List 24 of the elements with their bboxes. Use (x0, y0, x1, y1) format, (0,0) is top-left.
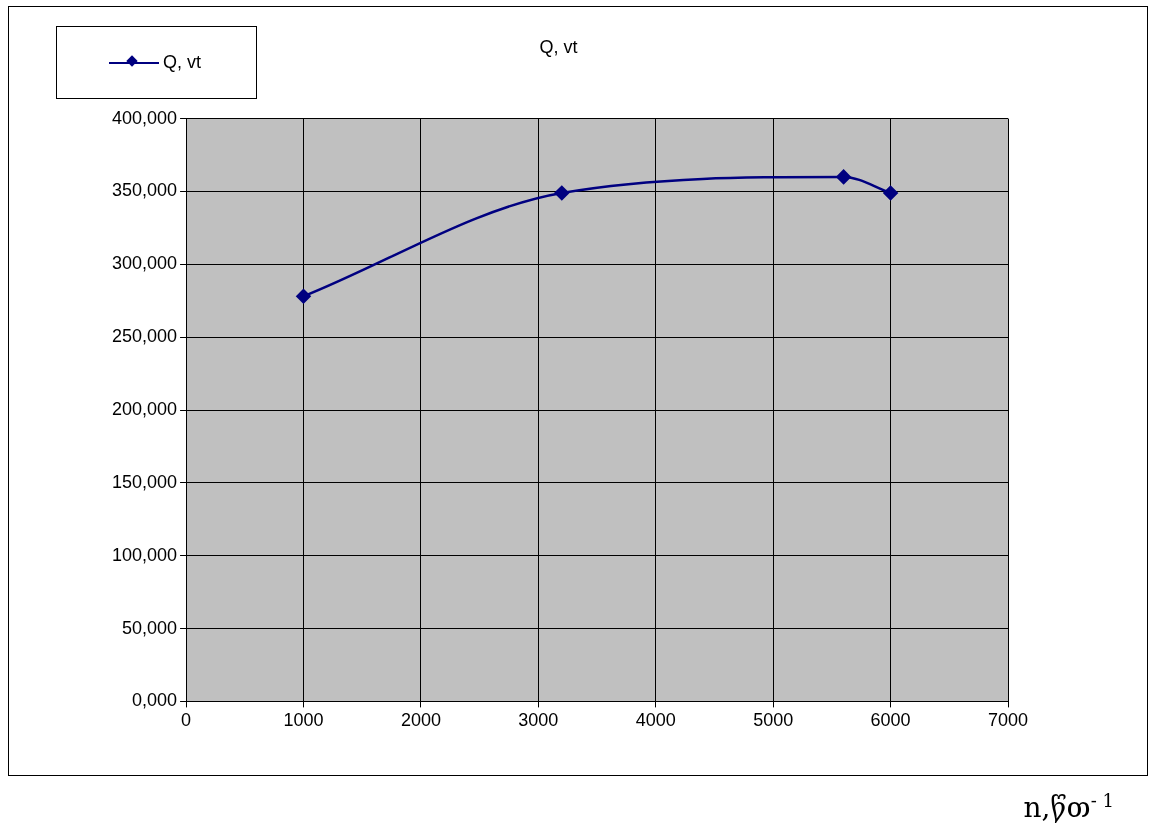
point (554, 185, 570, 201)
x-tick-label: 1000 (283, 710, 324, 731)
y-tick-label: 250,000 (111, 326, 178, 347)
y-tick-label: 200,000 (111, 398, 178, 419)
chart-title: Q, vt (539, 36, 578, 57)
y-tick-label: 350,000 (111, 180, 178, 201)
x-tick-label: 4000 (635, 710, 676, 731)
y-tick-label: 400,000 (111, 107, 178, 128)
y-tick-label: 150,000 (111, 471, 178, 492)
x-tick-label: 6000 (870, 710, 911, 731)
y-tick-label: 100,000 (111, 544, 178, 565)
point (296, 289, 311, 304)
x-tick-label: 3000 (518, 710, 559, 731)
point (836, 169, 851, 185)
legend-label: Q, vt (163, 52, 202, 73)
x-tick-label: 5000 (753, 710, 794, 731)
y-tick-label: 50,000 (122, 617, 178, 638)
x-axis-title: n,წთ$^{- 1}$ (1023, 790, 1114, 825)
point (883, 185, 898, 201)
x-tick-label: 7000 (987, 710, 1029, 731)
x-tick-label: 0 (181, 710, 192, 731)
y-tick-label: 300,000 (111, 253, 178, 274)
y-tick-label: 0,000 (132, 690, 178, 711)
x-tick-label: 2000 (400, 710, 441, 731)
